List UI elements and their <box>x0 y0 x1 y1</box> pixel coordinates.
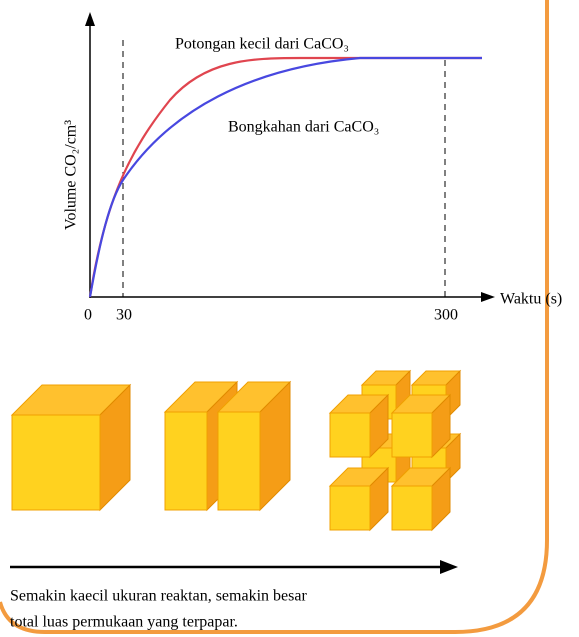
x-axis-label: Waktu (s) <box>500 291 562 308</box>
cube-face <box>218 412 260 510</box>
diagram: Potongan kecil dari CaCO₃ Bongkahan dari… <box>0 0 579 637</box>
caption-line: total luas permukaan yang terpapar. <box>10 614 238 631</box>
curve-label: Potongan kecil dari CaCO₃ <box>175 36 349 53</box>
frame-border <box>0 0 547 632</box>
x-tick-label: 300 <box>434 307 458 324</box>
cube-face <box>392 486 432 530</box>
cube-face <box>330 486 370 530</box>
x-tick-label: 30 <box>116 307 132 324</box>
x-axis-arrow <box>481 292 495 302</box>
y-axis-arrow <box>85 12 95 26</box>
cube-face <box>392 413 432 457</box>
curve-small-pieces <box>90 58 482 297</box>
cube-illustrations <box>12 371 460 530</box>
x-tick-label: 0 <box>84 307 92 324</box>
caption-line: Semakin kaecil ukuran reaktan, semakin b… <box>10 588 307 605</box>
arrow-head <box>440 560 458 574</box>
curve-label: Bongkahan dari CaCO₃ <box>228 119 379 136</box>
cube-face <box>330 413 370 457</box>
cube-face <box>12 415 100 510</box>
cube-face <box>165 412 207 510</box>
y-axis-label: Volume CO₂/cm³ <box>63 120 80 230</box>
curve-lumps <box>90 58 482 297</box>
